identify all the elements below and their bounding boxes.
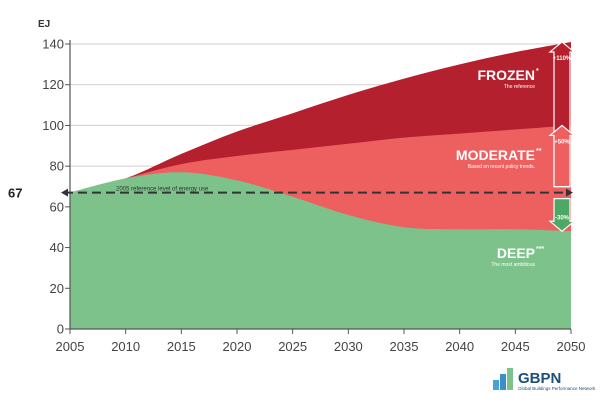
scenario-areas bbox=[70, 42, 571, 330]
x-tick-label-2040: 2040 bbox=[445, 339, 474, 354]
scenario-superscript: ** bbox=[536, 148, 542, 155]
change-arrow-down-30 bbox=[548, 198, 576, 233]
scenario-superscript: * bbox=[536, 68, 539, 75]
scenario-name: FROZEN bbox=[477, 67, 535, 83]
scenario-name: MODERATE bbox=[456, 147, 535, 163]
change-arrow-label: -30% bbox=[555, 215, 570, 221]
scenario-name: DEEP bbox=[497, 245, 535, 261]
scenario-label-frozen: FROZEN * The reference bbox=[477, 67, 539, 90]
change-arrow-label: +50% bbox=[554, 139, 570, 145]
reference-line-label: 2005 reference level of energy use bbox=[116, 187, 209, 193]
y-tick-label-120: 120 bbox=[42, 77, 64, 92]
x-tick-label-2050: 2050 bbox=[557, 339, 586, 354]
y-tick-label-80: 80 bbox=[50, 159, 64, 174]
scenario-label-moderate: MODERATE ** Based on recent policy trends. bbox=[456, 147, 542, 170]
x-tick-label-2035: 2035 bbox=[390, 339, 419, 354]
gbpn-logo-subtitle: Global Buildings Performance Network bbox=[518, 386, 596, 391]
gbpn-logo: GBPN Global Buildings Performance Networ… bbox=[493, 368, 596, 391]
reference-line-group: 67 2005 reference level of energy use bbox=[8, 186, 573, 201]
scenario-subtitle: The reference bbox=[504, 84, 535, 90]
scenario-subtitle: The most ambitious bbox=[491, 262, 535, 268]
reference-value-label: 67 bbox=[8, 186, 22, 201]
x-tick-label-2010: 2010 bbox=[111, 339, 140, 354]
y-tick-label-0: 0 bbox=[57, 322, 64, 337]
x-tick-label-2030: 2030 bbox=[334, 339, 363, 354]
reference-line-right-arrowhead bbox=[566, 188, 573, 197]
scenario-superscript: *** bbox=[536, 246, 544, 253]
x-tick-label-2020: 2020 bbox=[223, 339, 252, 354]
x-tick-label-2005: 2005 bbox=[56, 339, 85, 354]
y-tick-label-40: 40 bbox=[50, 240, 64, 255]
gbpn-logo-name: GBPN bbox=[518, 370, 561, 387]
y-tick-label-140: 140 bbox=[42, 37, 64, 52]
x-tick-label-2015: 2015 bbox=[167, 339, 196, 354]
scenario-labels: FROZEN * The reference MODERATE ** Based on r… bbox=[456, 67, 545, 268]
gbpn-logo-icon bbox=[493, 368, 513, 390]
scenario-subtitle: Based on recent policy trends. bbox=[468, 164, 535, 170]
scenario-label-deep: DEEP *** The most ambitious bbox=[491, 245, 544, 268]
x-tick-label-2025: 2025 bbox=[278, 339, 307, 354]
y-tick-label-20: 20 bbox=[50, 281, 64, 296]
y-axis-unit: EJ bbox=[38, 19, 50, 30]
y-tick-label-100: 100 bbox=[42, 118, 64, 133]
change-arrows: +110% +50% -30% bbox=[548, 41, 576, 233]
reference-line-left-arrowhead bbox=[61, 188, 68, 197]
y-tick-label-60: 60 bbox=[50, 199, 64, 214]
change-arrow-up-50 bbox=[548, 124, 576, 188]
x-tick-label-2045: 2045 bbox=[501, 339, 530, 354]
area-deep bbox=[70, 172, 571, 329]
change-arrow-label: +110% bbox=[553, 56, 572, 62]
